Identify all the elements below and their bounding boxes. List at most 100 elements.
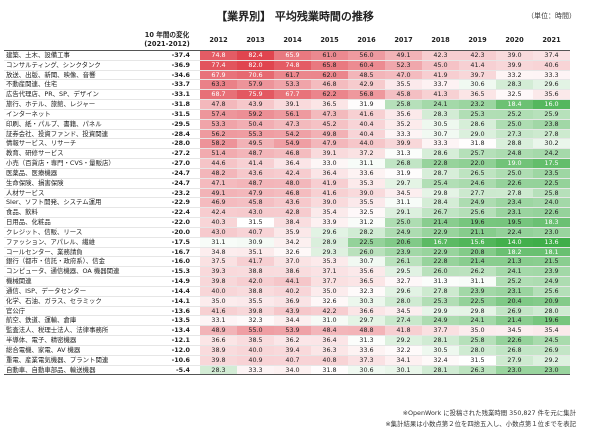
cell-overtime-hours: 25.0 (496, 119, 533, 130)
header-year: 2016 (348, 30, 385, 51)
cell-overtime-hours: 34.4 (274, 315, 311, 326)
header-year: 2018 (422, 30, 459, 51)
cell-overtime-hours: 18.3 (533, 217, 570, 228)
cell-overtime-hours: 23.9 (459, 286, 496, 297)
cell-overtime-hours: 22.6 (496, 335, 533, 346)
cell-overtime-hours: 32.4 (422, 355, 459, 365)
cell-overtime-hours: 56.1 (274, 109, 311, 120)
header-year: 2013 (237, 30, 274, 51)
cell-overtime-hours: 31.8 (311, 365, 348, 375)
cell-overtime-hours: 49.5 (237, 138, 274, 149)
cell-overtime-hours: 17.5 (533, 158, 570, 169)
cell-overtime-hours: 36.6 (200, 335, 237, 346)
cell-overtime-hours: 44.0 (348, 138, 385, 149)
row-industry-name: 機械関連 (6, 277, 32, 286)
cell-overtime-hours: 40.2 (274, 286, 311, 297)
cell-overtime-hours: 33.1 (200, 315, 237, 326)
cell-overtime-hours: 30.6 (348, 365, 385, 375)
cell-overtime-hours: 62.2 (311, 89, 348, 100)
cell-overtime-hours: 56.0 (348, 50, 385, 61)
row-industry-name: コールセンター、業務請負 (6, 247, 83, 256)
cell-overtime-hours: 20.4 (496, 296, 533, 307)
cell-overtime-hours: 47.9 (237, 188, 274, 198)
cell-overtime-hours: 48.8 (348, 325, 385, 336)
cell-overtime-hours: 36.4 (311, 168, 348, 179)
cell-overtime-hours: 26.9 (496, 306, 533, 316)
cell-overtime-hours: 35.3 (311, 256, 348, 267)
cell-overtime-hours: 51.4 (200, 148, 237, 159)
cell-overtime-hours: 35.5 (385, 79, 422, 90)
cell-overtime-hours: 28.9 (311, 237, 348, 248)
cell-overtime-hours: 40.0 (200, 286, 237, 297)
row-industry-name: クレジット、信販、リース (6, 227, 83, 236)
cell-overtime-hours: 46.8 (274, 148, 311, 159)
cell-overtime-hours: 44.1 (274, 276, 311, 287)
cell-overtime-hours: 22.8 (422, 158, 459, 169)
table-header-row: 10 年間の変化 (2021-2012) 2012 2013 2014 2015 2016… (4, 30, 570, 51)
cell-overtime-hours: 28.1 (422, 365, 459, 375)
cell-overtime-hours: 27.8 (496, 188, 533, 198)
cell-overtime-hours: 33.2 (496, 70, 533, 80)
cell-overtime-hours: 43.6 (274, 197, 311, 208)
cell-overtime-hours: 58.2 (200, 138, 237, 149)
cell-overtime-hours: 42.3 (422, 50, 459, 61)
cell-overtime-hours: 41.6 (311, 188, 348, 198)
cell-overtime-hours: 36.6 (348, 306, 385, 316)
cell-overtime-hours: 38.9 (200, 345, 237, 356)
cell-overtime-hours: 29.8 (422, 188, 459, 198)
cell-overtime-hours: 32.3 (237, 315, 274, 326)
cell-overtime-hours: 23.4 (496, 197, 533, 208)
cell-overtime-hours: 45.0 (422, 60, 459, 71)
cell-overtime-hours: 36.2 (274, 335, 311, 346)
cell-overtime-hours: 39.9 (496, 60, 533, 71)
cell-overtime-hours: 28.4 (422, 197, 459, 208)
cell-overtime-hours: 21.4 (496, 315, 533, 326)
cell-overtime-hours: 31.3 (348, 335, 385, 346)
cell-overtime-hours: 31.9 (348, 99, 385, 110)
row-change-value: -28.0 (171, 139, 190, 148)
cell-overtime-hours: 54.2 (274, 129, 311, 139)
cell-overtime-hours: 24.1 (422, 99, 459, 110)
cell-overtime-hours: 21.5 (533, 256, 570, 267)
cell-overtime-hours: 22.5 (533, 178, 570, 189)
cell-overtime-hours: 33.0 (311, 158, 348, 169)
cell-overtime-hours: 25.2 (496, 276, 533, 287)
cell-overtime-hours: 21.1 (459, 227, 496, 238)
cell-overtime-hours: 31.5 (459, 355, 496, 365)
row-change-value: -16.0 (171, 257, 190, 266)
cell-overtime-hours: 29.3 (311, 247, 348, 257)
cell-overtime-hours: 74.8 (274, 60, 311, 71)
cell-overtime-hours: 61.7 (274, 70, 311, 80)
cell-overtime-hours: 55.3 (237, 129, 274, 139)
cell-overtime-hours: 26.8 (496, 345, 533, 356)
cell-overtime-hours: 47.3 (274, 119, 311, 130)
cell-overtime-hours: 43.9 (237, 99, 274, 110)
cell-overtime-hours: 74.8 (200, 50, 237, 61)
cell-overtime-hours: 24.9 (385, 227, 422, 238)
cell-overtime-hours: 38.5 (237, 335, 274, 346)
cell-overtime-hours: 59.2 (237, 109, 274, 120)
cell-overtime-hours: 39.9 (385, 138, 422, 149)
cell-overtime-hours: 33.9 (311, 217, 348, 228)
row-industry-name: 旅行、ホテル、旅館、レジャー (6, 100, 96, 109)
cell-overtime-hours: 67.9 (200, 70, 237, 80)
row-change-value: -13.5 (171, 316, 190, 325)
row-change-value: -22.4 (171, 208, 190, 217)
header-year: 2017 (385, 30, 422, 51)
header-year: 2020 (496, 30, 533, 51)
cell-overtime-hours: 45.2 (311, 119, 348, 130)
row-change-value: -34.6 (171, 70, 190, 79)
cell-overtime-hours: 24.9 (422, 315, 459, 326)
cell-overtime-hours: 35.0 (311, 286, 348, 297)
cell-overtime-hours: 28.1 (422, 335, 459, 346)
cell-overtime-hours: 35.2 (385, 119, 422, 130)
cell-overtime-hours: 39.7 (459, 70, 496, 80)
row-change-value: -23.2 (171, 188, 190, 197)
cell-overtime-hours: 45.8 (237, 197, 274, 208)
table-row: 通信、ISP、データセンター -14.4 40.0 38.8 40.2 35.0 32.3 2… (4, 286, 570, 297)
cell-overtime-hours: 40.3 (200, 217, 237, 228)
unit-label: （単位：時間） (527, 12, 576, 20)
cell-overtime-hours: 34.5 (496, 325, 533, 336)
cell-overtime-hours: 41.9 (311, 178, 348, 189)
cell-overtime-hours: 42.9 (348, 79, 385, 90)
